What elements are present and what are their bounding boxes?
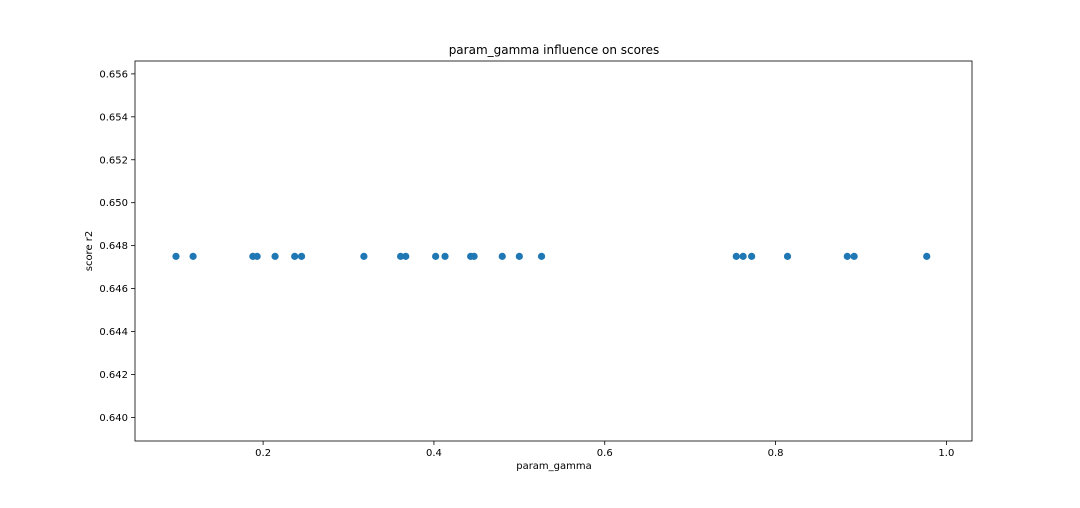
scatter-point [360, 252, 368, 260]
x-tick-label: 0.6 [597, 448, 613, 459]
scatter-point [739, 252, 747, 260]
plot-area [134, 60, 973, 442]
scatter-point [498, 252, 506, 260]
scatter-point [172, 252, 180, 260]
scatter-point [850, 252, 858, 260]
y-axis: 0.640 0.642 0.644 0.646 0.648 0.650 0.652 0.654… [99, 69, 135, 424]
scatter-point [253, 252, 261, 260]
x-axis-label: param_gamma [516, 461, 592, 472]
scatter-point [515, 252, 523, 260]
scatter-point [432, 252, 440, 260]
x-tick-label: 0.8 [768, 448, 784, 459]
chart-title: param_gamma influence on scores [449, 43, 660, 57]
scatter-point [843, 252, 851, 260]
y-tick-label: 0.644 [99, 327, 128, 338]
scatter-point [291, 252, 299, 260]
y-tick-label: 0.648 [99, 241, 128, 252]
scatter-point [402, 252, 410, 260]
scatter-point [470, 252, 478, 260]
y-tick-label: 0.654 [99, 112, 128, 123]
y-tick-label: 0.640 [99, 413, 128, 424]
scatter-point [297, 252, 306, 260]
data-points [172, 252, 931, 260]
scatter-point [189, 252, 197, 260]
y-tick-label: 0.650 [99, 198, 128, 209]
y-tick-label: 0.656 [99, 69, 128, 80]
scatter-point [732, 252, 740, 260]
y-tick-label: 0.642 [99, 370, 128, 381]
x-tick-label: 1.0 [938, 448, 954, 459]
scatter-point [783, 252, 792, 260]
scatter-point [537, 252, 546, 260]
y-tick-label: 0.652 [99, 155, 128, 166]
scatter-point [441, 252, 449, 260]
scatter-point [397, 252, 405, 260]
x-axis: 0.2 0.4 0.6 0.8 1.0 [255, 441, 954, 459]
scatter-point [923, 252, 931, 260]
scatter-point [271, 252, 279, 260]
y-axis-label: score r2 [84, 231, 95, 272]
scatter-point [748, 252, 756, 260]
x-tick-label: 0.4 [426, 448, 442, 459]
y-tick-label: 0.646 [99, 284, 128, 295]
x-tick-label: 0.2 [255, 448, 271, 459]
